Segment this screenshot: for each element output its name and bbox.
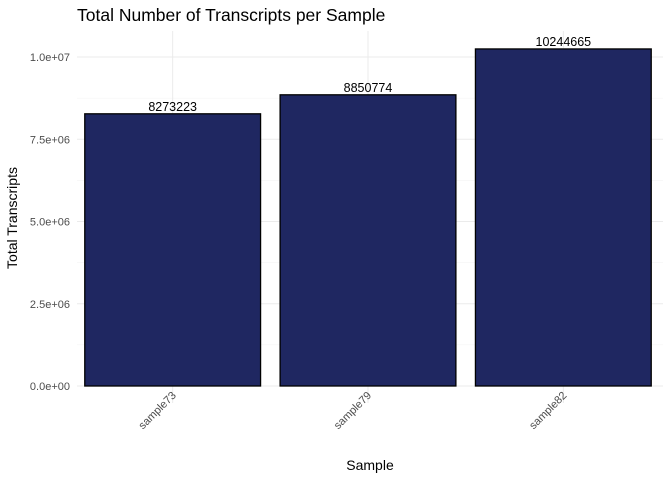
y-tick-label: 5.0e+06	[30, 217, 70, 229]
y-tick-label: 2.5e+06	[30, 299, 70, 311]
y-axis-ticks: 0.0e+00 2.5e+06 5.0e+06 7.5e+06 1.0e+07	[30, 52, 70, 393]
bars	[84, 48, 652, 387]
y-tick-label: 0.0e+00	[30, 381, 70, 393]
x-tick-label-sample82: sample82	[527, 390, 569, 432]
x-tick-label-sample73: sample73	[137, 390, 179, 432]
x-tick-label-sample79: sample79	[332, 390, 374, 432]
data-label-sample73: 8273223	[148, 100, 197, 114]
y-tick-label: 1.0e+07	[30, 52, 70, 64]
x-axis-ticks: sample73 sample79 sample82	[137, 390, 570, 432]
chart-title: Total Number of Transcripts per Sample	[77, 5, 385, 25]
data-label-sample82: 10244665	[536, 35, 592, 49]
bar-sample82	[474, 48, 652, 387]
x-axis-title: Sample	[346, 457, 394, 473]
y-axis-title: Total Transcripts	[4, 167, 20, 269]
data-labels: 8273223 8850774 10244665	[148, 35, 591, 114]
y-tick-label: 7.5e+06	[30, 134, 70, 146]
bar-sample79	[279, 94, 457, 387]
bar-sample73	[84, 113, 262, 387]
data-label-sample79: 8850774	[344, 81, 393, 95]
